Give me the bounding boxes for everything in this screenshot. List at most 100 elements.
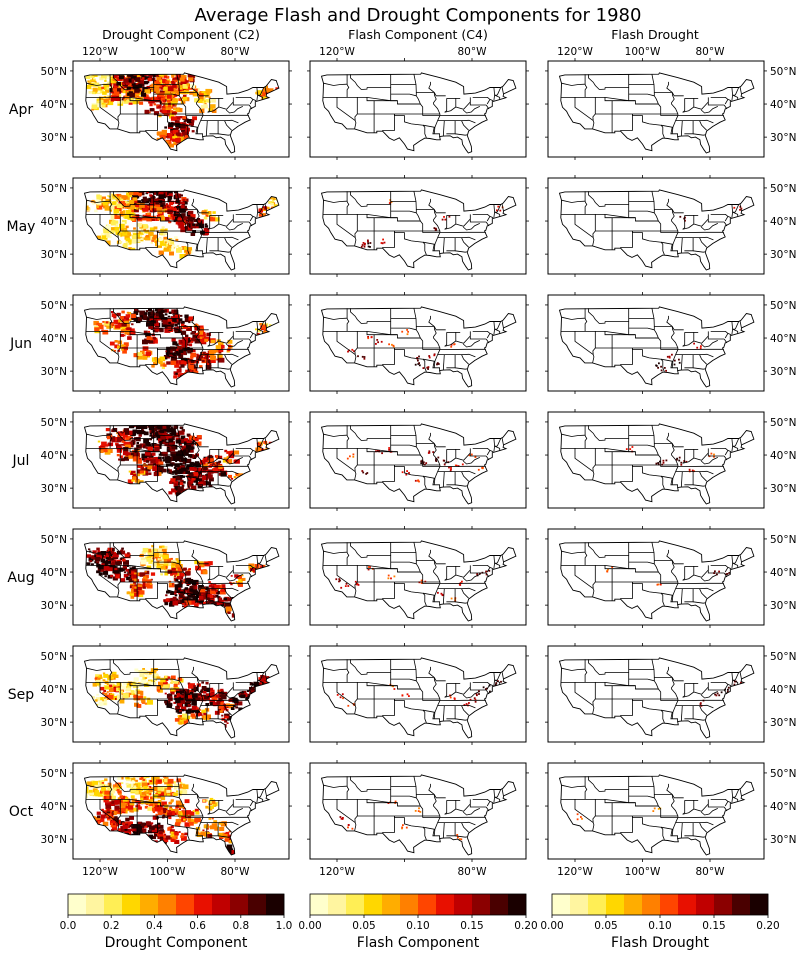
grid-cell (101, 72, 106, 74)
grid-cell (122, 558, 126, 562)
grid-cell (443, 216, 445, 218)
grid-cell (130, 313, 136, 318)
state-line (200, 587, 239, 592)
grid-cell (153, 362, 158, 366)
grid-cell (185, 443, 192, 448)
grid-cell (105, 321, 109, 324)
state-line (604, 97, 636, 102)
grid-cell (124, 321, 129, 325)
grid-cell (133, 197, 138, 201)
state-line (129, 565, 161, 570)
grid-cell (174, 120, 180, 124)
grid-cell (165, 104, 170, 108)
grid-cell (129, 200, 135, 205)
lat-tick-label: 40°N (770, 99, 796, 111)
grid-cell (179, 482, 184, 485)
grid-cell (184, 587, 188, 590)
grid-cell (161, 545, 165, 548)
grid-cell (98, 322, 103, 326)
grid-cell (185, 492, 192, 497)
grid-cell (725, 573, 728, 576)
grid-cell (103, 556, 106, 559)
lat-tick-label: 50°N (41, 300, 67, 312)
grid-cell (164, 602, 169, 606)
grid-cell (123, 318, 127, 321)
grid-cell (418, 355, 420, 358)
grid-cell (163, 95, 166, 98)
state-line (604, 214, 636, 219)
grid-cell (183, 94, 187, 98)
grid-cell (174, 425, 179, 429)
state-line (186, 358, 204, 371)
state-line (732, 445, 739, 451)
grid-cell (435, 459, 437, 462)
lat-tick-label: 30°N (41, 132, 67, 144)
grid-cell (137, 223, 143, 227)
state-line (176, 308, 198, 327)
grid-cell (346, 457, 349, 460)
state-line (734, 555, 740, 564)
grid-cell (101, 235, 107, 239)
state-line (739, 86, 742, 94)
grid-cell (162, 546, 168, 551)
grid-cell (86, 562, 91, 566)
state-line (651, 308, 673, 327)
grid-cell (191, 690, 195, 693)
grid-cell (367, 239, 369, 242)
grid-cell (208, 214, 211, 216)
grid-cell (119, 223, 125, 229)
state-line (494, 562, 501, 568)
grid-cell (116, 193, 121, 198)
state-line (442, 354, 445, 371)
grid-cell (116, 436, 123, 442)
grid-cell (136, 584, 143, 589)
grid-cell (128, 185, 132, 189)
grid-cell (204, 338, 208, 342)
grid-cell (111, 561, 115, 564)
state-line (469, 448, 487, 457)
grid-cell (165, 75, 170, 79)
grid-cell (163, 558, 170, 564)
grid-cell (139, 88, 142, 90)
state-line (455, 335, 471, 344)
grid-cell (126, 186, 129, 188)
grid-cell (184, 141, 189, 146)
grid-cell (180, 579, 183, 582)
state-line (561, 433, 586, 437)
grid-cell (238, 582, 243, 587)
grid-cell (449, 469, 452, 472)
grid-cell (154, 556, 158, 559)
grid-cell (220, 467, 225, 471)
grid-cell (180, 75, 186, 79)
grid-cell (144, 235, 151, 241)
grid-cell (101, 563, 105, 567)
grid-cell (205, 457, 209, 460)
grid-cell (164, 567, 168, 571)
map-panel-jun-col2 (307, 292, 529, 394)
grid-cell (170, 601, 173, 604)
grid-cell (148, 308, 152, 312)
grid-cell (177, 108, 183, 113)
grid-cell (113, 319, 119, 324)
grid-cell (249, 686, 255, 692)
grid-cell (213, 467, 219, 472)
grid-cell (106, 683, 110, 686)
grid-cell (125, 200, 128, 203)
grid-cell (678, 456, 681, 459)
grid-cell (201, 595, 207, 600)
grid-cell (683, 217, 686, 220)
grid-cell (177, 697, 183, 703)
state-line (415, 560, 424, 584)
grid-cell (178, 570, 183, 573)
grid-cell (112, 72, 116, 74)
grid-cell (168, 110, 174, 115)
grid-cell (241, 478, 246, 482)
row-label-aug: Aug (7, 570, 34, 586)
grid-cell (155, 189, 158, 191)
state-line (455, 484, 467, 487)
grid-cell (207, 588, 212, 592)
state-line (224, 471, 232, 482)
grid-cell (103, 689, 106, 693)
grid-cell (176, 687, 180, 690)
grid-cell (496, 209, 498, 212)
